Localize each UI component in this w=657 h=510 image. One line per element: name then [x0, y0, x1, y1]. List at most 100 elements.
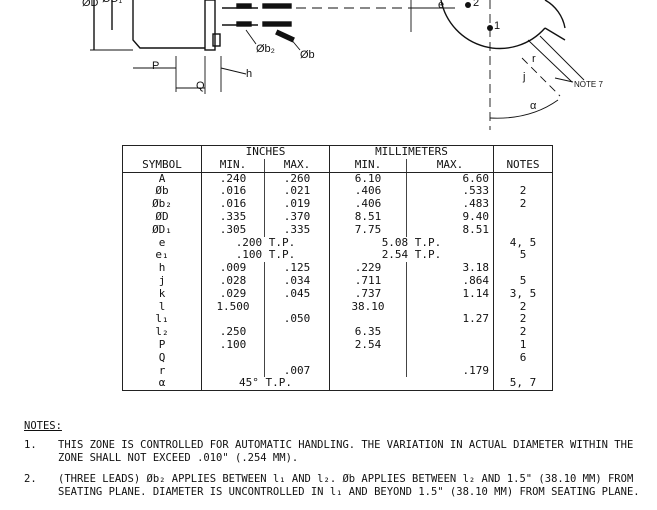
- cell-inches-max: [264, 338, 330, 352]
- cell-mm-min: .737: [329, 287, 407, 301]
- header-notes-top: [493, 144, 553, 159]
- label-phi-b2: Øb₂: [256, 43, 275, 55]
- cell-inches-min: .016: [201, 197, 265, 211]
- cell-inches-min: 1.500: [201, 300, 265, 314]
- table-row: j .028.034.711.864 5: [122, 274, 553, 288]
- label-j: j: [523, 71, 526, 83]
- cell-mm-max: [406, 338, 494, 352]
- cell-inches-max: .019: [264, 197, 330, 211]
- table-row: Øb₂ .016.019.406.483 2: [122, 197, 553, 211]
- label-Q: Q: [196, 80, 205, 92]
- dimension-table-body: A .240.260 6.10 6.60 Øb .016.021.406.533 2 Øb₂.…: [122, 172, 553, 392]
- cell-notes: [493, 262, 553, 275]
- cell-inches-min: .335: [201, 210, 265, 224]
- label-alpha: α: [530, 100, 537, 112]
- cell-notes: [493, 223, 553, 237]
- table-row: l₂ .250 6.35 2: [122, 325, 553, 339]
- table-row: l 1.500 38.10 2: [122, 300, 553, 314]
- cell-notes: [493, 210, 553, 224]
- cell-mm-min: 6.10: [329, 172, 407, 186]
- cell-inches-max: .034: [264, 274, 330, 288]
- cell-notes: 2: [493, 325, 553, 339]
- cell-notes: [493, 172, 553, 186]
- cell-inches-min: .009: [201, 261, 265, 275]
- cell-mm-min: 8.51: [329, 210, 407, 224]
- cell-inches-max: .370: [264, 210, 330, 224]
- cell-symbol: α: [122, 376, 202, 392]
- cell-inches-min: .016: [201, 185, 265, 199]
- label-pin-1: 1: [494, 20, 501, 32]
- cell-mm-max: 1.14: [406, 287, 494, 301]
- cell-notes: 2: [493, 300, 553, 314]
- cell-inches-span: .100 T.P.: [201, 249, 330, 263]
- header-notes: NOTES: [493, 158, 553, 173]
- cell-symbol: r: [122, 364, 202, 378]
- note-item: 1. THIS ZONE IS CONTROLLED FOR AUTOMATIC…: [24, 439, 649, 465]
- table-row: h .009.125.229 3.18: [122, 261, 553, 275]
- cell-inches-span: 45° T.P.: [201, 376, 330, 392]
- cell-symbol: A: [122, 172, 202, 186]
- cell-inches-min: .240: [201, 172, 265, 186]
- notes-title: NOTES:: [24, 420, 62, 432]
- cell-inches-max: .335: [264, 223, 330, 237]
- table-row: P .100 2.54 1: [122, 338, 553, 352]
- label-e: e: [438, 0, 445, 11]
- dim-line-h: [220, 67, 247, 75]
- cell-inches-min: [201, 313, 265, 327]
- angle-arc: [489, 99, 559, 119]
- header-millimeters: MILLIMETERS: [329, 144, 494, 159]
- base-circle: [440, 0, 546, 50]
- note-number: 2.: [24, 473, 37, 485]
- cell-mm-max: 3.18: [406, 261, 494, 275]
- cell-mm-min: [329, 364, 407, 378]
- table-row: k .029.045.737 1.14 3, 5: [122, 287, 553, 301]
- table-row: r .007 .179: [122, 364, 553, 378]
- label-phi-D: ØD: [82, 0, 99, 9]
- label-r: r: [532, 53, 536, 65]
- cell-inches-max: .021: [264, 185, 330, 199]
- label-h: h: [246, 68, 253, 80]
- label-phi-b: Øb: [300, 49, 315, 61]
- cell-mm-min: 38.10: [329, 300, 407, 314]
- cell-mm-min: .229: [329, 261, 407, 275]
- cell-inches-max: .007: [264, 364, 330, 378]
- cell-symbol: h: [122, 261, 202, 275]
- cell-mm-max: .864: [406, 274, 494, 288]
- table-row: A .240.260 6.10 6.60: [122, 172, 553, 186]
- cell-inches-min: [201, 364, 265, 378]
- cell-mm-min: [329, 313, 407, 327]
- cell-inches-max: [264, 351, 330, 365]
- note-number: 1.: [24, 439, 37, 451]
- label-phi-D1: ØD₁: [102, 0, 122, 5]
- cell-notes: 2: [493, 197, 553, 211]
- cell-inches-min: .305: [201, 223, 265, 237]
- label-P: P: [152, 60, 160, 72]
- cell-symbol: l₂: [122, 325, 202, 339]
- cell-notes: 5: [493, 249, 553, 263]
- cell-inches-max: .125: [264, 261, 330, 275]
- notes-section: NOTES: 1. THIS ZONE IS CONTROLLED FOR AU…: [24, 420, 649, 507]
- dimension-table: INCHES MILLIMETERS SYMBOL MIN. MAX. MIN.…: [122, 144, 553, 392]
- cell-mm-max: 1.27: [406, 313, 494, 327]
- header-symbol: SYMBOL: [122, 158, 202, 173]
- table-row: l₁ .050 1.27 2: [122, 313, 553, 327]
- label-pin-2: 2: [473, 0, 480, 9]
- cell-mm-max: [406, 326, 494, 339]
- package-outline-drawing: [90, 0, 585, 130]
- cell-inches-max: .260: [264, 172, 330, 186]
- table-row: ØD .335.370 8.51 9.40: [122, 210, 553, 224]
- cell-notes: 4, 5: [493, 236, 553, 250]
- cell-symbol: ØD₁: [122, 223, 202, 237]
- cell-notes: 6: [493, 351, 553, 365]
- note-text: (THREE LEADS) Øb₂ APPLIES BETWEEN l₁ AND…: [58, 473, 640, 498]
- header-mm-min: MIN.: [329, 158, 407, 173]
- cell-mm-max: [406, 351, 494, 365]
- cell-mm-max: .483: [406, 197, 494, 211]
- cell-mm-min: 7.75: [329, 223, 407, 237]
- header-inches-min: MIN.: [201, 158, 265, 173]
- cell-inches-max: [264, 326, 330, 339]
- table-row: α 45° T.P. 5, 7: [122, 376, 553, 392]
- cell-symbol: Q: [122, 351, 202, 365]
- cell-mm-span: [329, 377, 494, 392]
